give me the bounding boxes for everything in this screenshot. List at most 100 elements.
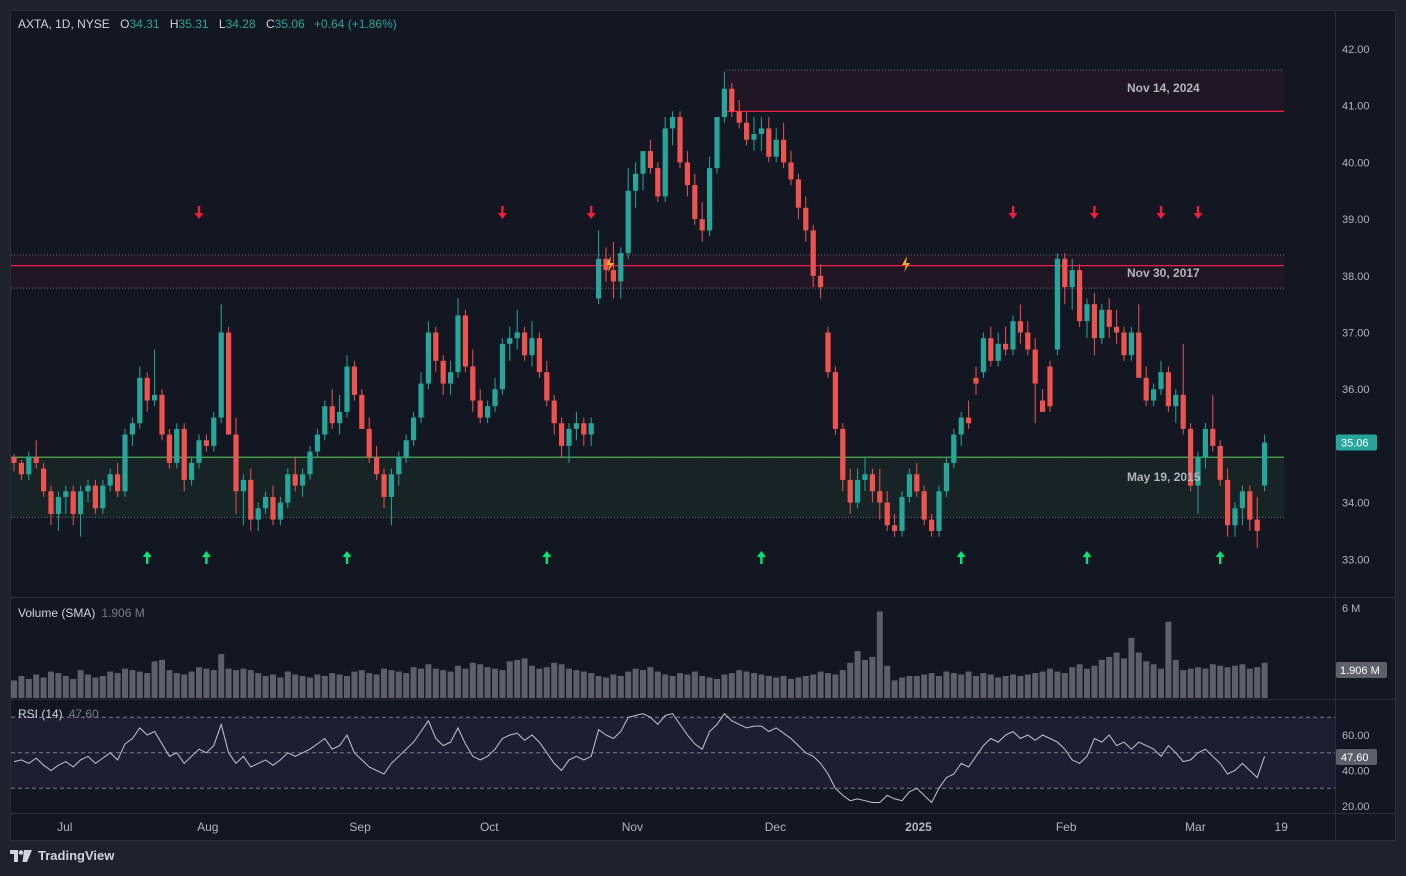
candle[interactable] — [1225, 468, 1231, 537]
candle[interactable] — [18, 460, 24, 480]
candle[interactable] — [573, 411, 579, 441]
candle[interactable] — [640, 151, 646, 191]
candle[interactable] — [285, 468, 291, 509]
candle[interactable] — [647, 139, 653, 174]
symbol-label[interactable]: AXTA, 1D, NYSE — [18, 17, 110, 31]
candle[interactable] — [292, 457, 298, 492]
candle[interactable] — [115, 462, 121, 497]
candle[interactable] — [440, 355, 446, 395]
candle[interactable] — [862, 457, 868, 492]
candle[interactable] — [781, 122, 787, 169]
candle[interactable] — [492, 377, 498, 412]
candle[interactable] — [307, 445, 313, 480]
candle[interactable] — [699, 202, 705, 242]
candle[interactable] — [277, 496, 283, 526]
candle[interactable] — [714, 117, 720, 174]
candle[interactable] — [892, 513, 898, 537]
candle[interactable] — [218, 304, 224, 424]
candle[interactable] — [1136, 304, 1142, 378]
candle[interactable] — [33, 440, 39, 469]
candle[interactable] — [485, 400, 491, 424]
candle[interactable] — [692, 173, 698, 225]
candle[interactable] — [684, 151, 690, 197]
candle[interactable] — [78, 485, 84, 537]
candle[interactable] — [707, 156, 713, 237]
candle[interactable] — [877, 468, 883, 520]
candle[interactable] — [1121, 326, 1127, 361]
candle[interactable] — [403, 434, 409, 463]
candle[interactable] — [226, 326, 232, 435]
volume-legend[interactable]: Volume (SMA) 1.906 M — [18, 606, 145, 620]
candle[interactable] — [1143, 366, 1149, 407]
candle[interactable] — [144, 372, 150, 412]
candle[interactable] — [41, 462, 47, 497]
candle[interactable] — [581, 417, 587, 446]
candle[interactable] — [514, 309, 520, 350]
candle[interactable] — [1217, 440, 1223, 486]
candle[interactable] — [633, 162, 639, 208]
candle[interactable] — [122, 428, 128, 497]
candle[interactable] — [855, 468, 861, 509]
candle[interactable] — [1010, 315, 1016, 356]
candle[interactable] — [529, 321, 535, 367]
candle[interactable] — [337, 394, 343, 435]
candle[interactable] — [507, 326, 513, 361]
candle[interactable] — [943, 457, 949, 497]
candle[interactable] — [929, 513, 935, 537]
candle[interactable] — [914, 462, 920, 497]
candle[interactable] — [677, 111, 683, 169]
candle[interactable] — [92, 479, 98, 514]
candle[interactable] — [1040, 389, 1046, 412]
candle[interactable] — [662, 117, 668, 203]
candle[interactable] — [847, 468, 853, 514]
candle[interactable] — [381, 468, 387, 509]
candle[interactable] — [351, 360, 357, 401]
candle[interactable] — [788, 151, 794, 186]
volume-axis-tag[interactable] — [1336, 662, 1387, 678]
candle[interactable] — [499, 338, 505, 395]
candle[interactable] — [766, 117, 772, 163]
candle[interactable] — [203, 434, 209, 452]
candle[interactable] — [174, 423, 180, 469]
candle[interactable] — [462, 309, 468, 373]
candle[interactable] — [603, 247, 609, 282]
candle[interactable] — [1047, 360, 1053, 412]
candle[interactable] — [1128, 326, 1134, 361]
candle[interactable] — [980, 332, 986, 378]
candle[interactable] — [211, 411, 217, 452]
price-axis-area[interactable] — [1336, 11, 1395, 813]
candle[interactable] — [1254, 496, 1260, 548]
candle[interactable] — [329, 389, 335, 429]
candle[interactable] — [1151, 383, 1157, 407]
candle[interactable] — [85, 479, 91, 503]
candle[interactable] — [951, 428, 957, 469]
candle[interactable] — [1165, 366, 1171, 412]
candle[interactable] — [988, 326, 994, 367]
candle[interactable] — [1069, 258, 1075, 310]
candle[interactable] — [995, 332, 1001, 367]
candle[interactable] — [1188, 423, 1194, 492]
candle[interactable] — [729, 83, 735, 118]
candle[interactable] — [840, 423, 846, 492]
candle[interactable] — [1239, 485, 1245, 526]
candle[interactable] — [736, 100, 742, 129]
candle[interactable] — [973, 366, 979, 395]
candle[interactable] — [1091, 292, 1097, 356]
candle[interactable] — [1247, 485, 1253, 531]
candle[interactable] — [233, 417, 239, 514]
candle[interactable] — [300, 468, 306, 497]
candle[interactable] — [1084, 298, 1090, 339]
candle[interactable] — [270, 485, 276, 526]
candle[interactable] — [255, 502, 261, 531]
candle[interactable] — [107, 468, 113, 492]
candle[interactable] — [1106, 298, 1112, 339]
candle[interactable] — [522, 326, 528, 361]
candle[interactable] — [751, 117, 757, 152]
candle[interactable] — [869, 468, 875, 503]
price-pane[interactable] — [11, 11, 1335, 597]
candle[interactable] — [196, 434, 202, 469]
candle[interactable] — [374, 445, 380, 480]
candle[interactable] — [411, 411, 417, 446]
candle[interactable] — [159, 389, 165, 441]
